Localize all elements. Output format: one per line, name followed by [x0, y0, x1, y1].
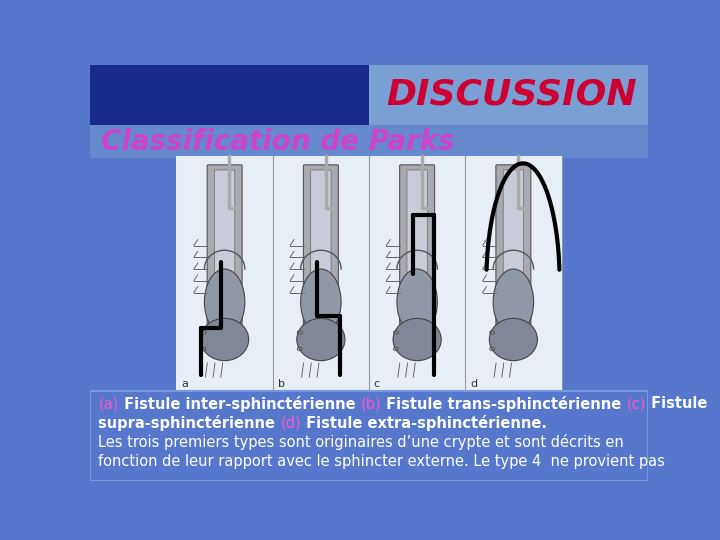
Ellipse shape — [301, 269, 341, 335]
Ellipse shape — [493, 269, 534, 335]
Bar — [369, 65, 648, 125]
Text: (c): (c) — [626, 396, 646, 411]
Text: b: b — [277, 379, 284, 389]
Text: Classification de Parks: Classification de Parks — [101, 128, 455, 156]
Bar — [465, 156, 562, 391]
Ellipse shape — [393, 319, 441, 361]
FancyBboxPatch shape — [303, 165, 338, 326]
FancyBboxPatch shape — [496, 165, 531, 326]
Bar — [273, 156, 369, 391]
Text: Fistule extra-sphinctérienne.: Fistule extra-sphinctérienne. — [301, 415, 547, 431]
Text: (d): (d) — [281, 415, 301, 430]
Text: c: c — [374, 379, 380, 389]
Bar — [90, 125, 648, 158]
Text: Fistule: Fistule — [646, 396, 707, 411]
FancyBboxPatch shape — [503, 170, 523, 321]
Text: (b): (b) — [361, 396, 381, 411]
Text: Fistule inter-sphinctérienne: Fistule inter-sphinctérienne — [119, 396, 361, 412]
Ellipse shape — [201, 319, 248, 361]
Text: supra-sphinctérienne: supra-sphinctérienne — [99, 415, 281, 431]
Bar — [90, 391, 648, 481]
Text: d: d — [470, 379, 477, 389]
Text: DISCUSSION: DISCUSSION — [386, 78, 637, 112]
Ellipse shape — [397, 269, 437, 335]
Bar — [176, 156, 273, 391]
Text: fonction de leur rapport avec le sphincter externe. Le type 4  ne provient pas: fonction de leur rapport avec le sphinct… — [99, 454, 665, 469]
Ellipse shape — [490, 319, 537, 361]
Text: Les trois premiers types sont originaires d’une crypte et sont décrits en: Les trois premiers types sont originaire… — [99, 435, 624, 450]
Bar — [90, 65, 397, 125]
Text: Fistule trans-sphinctérienne: Fistule trans-sphinctérienne — [381, 396, 626, 412]
Ellipse shape — [297, 319, 345, 361]
Ellipse shape — [204, 269, 245, 335]
FancyBboxPatch shape — [407, 170, 427, 321]
FancyBboxPatch shape — [311, 170, 331, 321]
FancyBboxPatch shape — [207, 165, 242, 326]
Text: a: a — [181, 379, 188, 389]
FancyBboxPatch shape — [215, 170, 235, 321]
Bar — [176, 156, 562, 391]
Text: (a): (a) — [99, 396, 119, 411]
Bar — [369, 156, 465, 391]
FancyBboxPatch shape — [400, 165, 435, 326]
